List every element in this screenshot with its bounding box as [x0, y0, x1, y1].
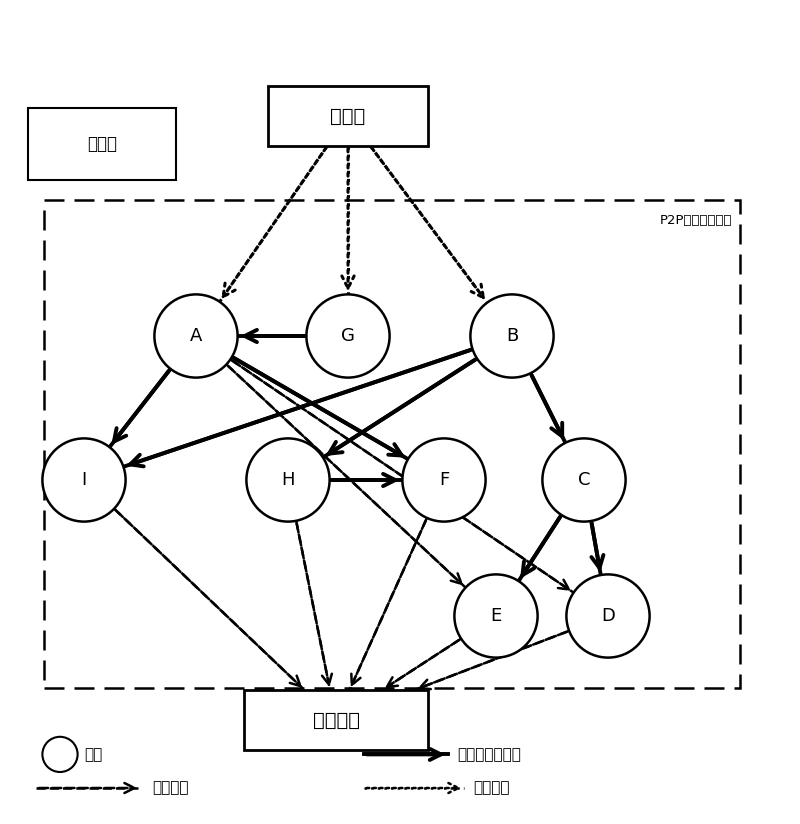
- Circle shape: [470, 294, 554, 377]
- Circle shape: [42, 737, 78, 772]
- Circle shape: [402, 438, 486, 522]
- Text: E: E: [490, 607, 502, 625]
- FancyBboxPatch shape: [244, 690, 428, 750]
- Text: 攻击活动: 攻击活动: [474, 780, 510, 795]
- Text: P2P僵尸网络结构: P2P僵尸网络结构: [659, 214, 732, 227]
- FancyBboxPatch shape: [28, 108, 176, 180]
- Text: F: F: [439, 471, 449, 489]
- FancyBboxPatch shape: [268, 86, 428, 146]
- FancyBboxPatch shape: [44, 200, 740, 688]
- Text: 命令与控制活动: 命令与控制活动: [458, 747, 522, 762]
- Circle shape: [566, 574, 650, 658]
- Circle shape: [306, 294, 390, 377]
- Text: 被攻击者: 被攻击者: [313, 710, 359, 729]
- Text: B: B: [506, 327, 518, 345]
- Text: 节点: 节点: [84, 747, 102, 762]
- Circle shape: [246, 438, 330, 522]
- Text: H: H: [282, 471, 294, 489]
- Text: 攻击活动: 攻击活动: [152, 780, 189, 795]
- Text: D: D: [601, 607, 615, 625]
- Text: 攻击者: 攻击者: [330, 106, 366, 125]
- Circle shape: [154, 294, 238, 377]
- Circle shape: [454, 574, 538, 658]
- Text: C: C: [578, 471, 590, 489]
- Text: 防御者: 防御者: [87, 135, 117, 153]
- Circle shape: [42, 438, 126, 522]
- Text: I: I: [82, 471, 86, 489]
- Text: A: A: [190, 327, 202, 345]
- Circle shape: [542, 438, 626, 522]
- Text: G: G: [341, 327, 355, 345]
